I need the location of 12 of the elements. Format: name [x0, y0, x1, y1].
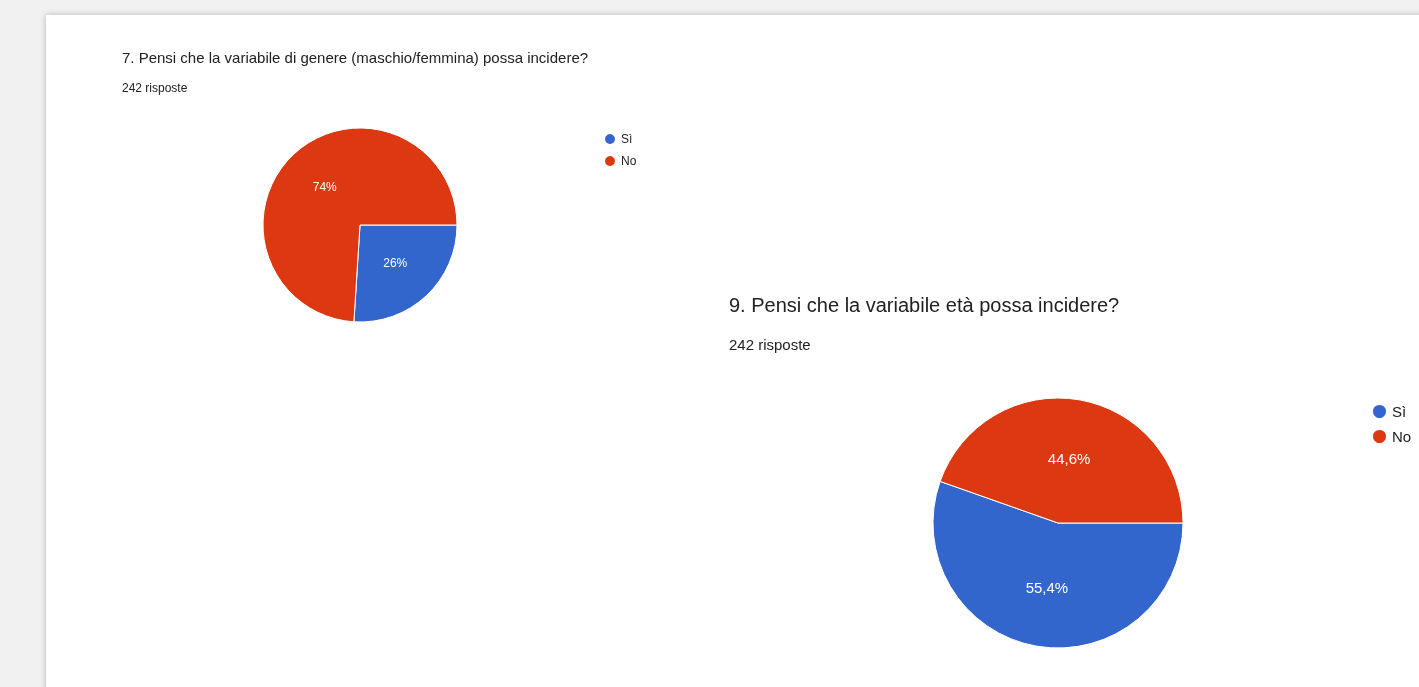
legend-label: Sì	[1392, 403, 1407, 420]
text: 242 risposte	[729, 336, 811, 353]
legend-label: No	[621, 154, 637, 168]
legend-label: No	[1392, 428, 1412, 445]
data-label: 44,6%	[1047, 449, 1091, 467]
data-label: 74%	[312, 180, 338, 195]
data-label: 55,4%	[1025, 579, 1069, 597]
legend-label: Sì	[621, 132, 633, 146]
chart-title: 9. Pensi che la variabile età possa incidere?	[729, 294, 1120, 316]
data-label: 26%	[383, 255, 408, 270]
chart-title: 7. Pensi che la variabile di genere (maschio/femmina) possa incidere?	[122, 49, 589, 66]
text: 242 risposte	[122, 81, 188, 95]
